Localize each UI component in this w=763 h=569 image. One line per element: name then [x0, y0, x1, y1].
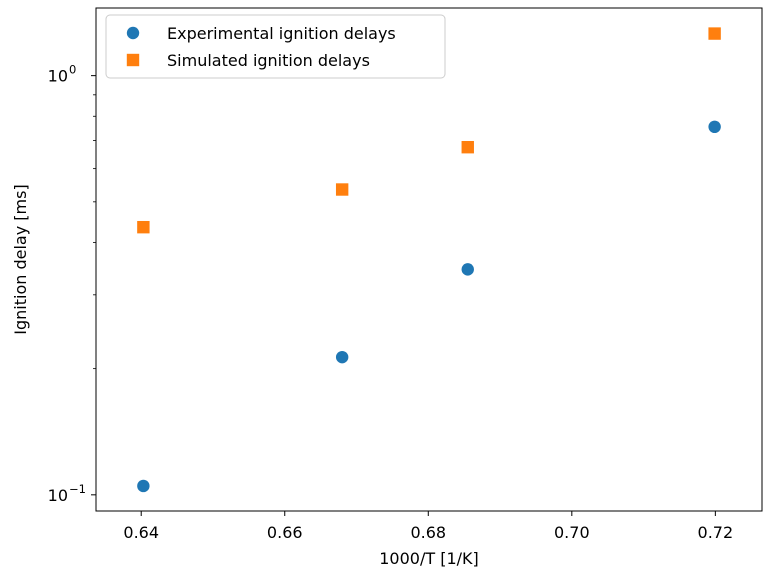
- simulated-point: [335, 183, 349, 196]
- y-axis-label: Ignition delay [ms]: [11, 184, 30, 334]
- y-tick-label: 10: [48, 67, 68, 86]
- x-tick-label: 0.70: [554, 523, 590, 542]
- experimental-point: [137, 479, 150, 493]
- simulated-point: [137, 220, 150, 234]
- x-tick-label: 0.66: [267, 523, 303, 542]
- legend-marker-simulated: [126, 53, 140, 67]
- experimental-point: [708, 120, 721, 134]
- y-tick-label: 10: [48, 486, 68, 505]
- legend-label: Simulated ignition delays: [167, 51, 370, 70]
- x-axis-label: 1000/T [1/K]: [379, 549, 479, 568]
- y-tick-label-exponent: 0: [69, 63, 76, 77]
- y-tick-label-base: 10: [48, 67, 68, 86]
- simulated-point: [708, 27, 721, 40]
- legend: Experimental ignition delays Simulated ig…: [105, 14, 446, 79]
- plot-area: [137, 27, 721, 493]
- legend-box: [105, 14, 446, 79]
- legend-marker-experimental: [126, 26, 140, 40]
- y-tick-label-base: 10: [48, 486, 68, 505]
- legend-label: Experimental ignition delays: [167, 24, 396, 43]
- experimental-point: [461, 263, 474, 276]
- x-tick-label: 0.68: [410, 523, 446, 542]
- x-tick-label: 0.64: [123, 523, 159, 542]
- simulated-point: [461, 140, 474, 154]
- experimental-point: [335, 350, 349, 364]
- axes-frame: [95, 7, 763, 512]
- y-tick-label-exponent: −1: [69, 482, 86, 496]
- x-tick-label: 0.72: [698, 523, 734, 542]
